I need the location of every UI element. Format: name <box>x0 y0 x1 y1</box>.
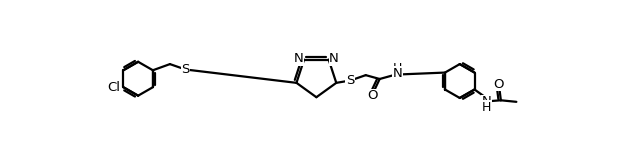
Text: Cl: Cl <box>107 81 120 94</box>
Text: S: S <box>181 63 189 76</box>
Text: H: H <box>482 101 492 114</box>
Text: H: H <box>393 62 402 75</box>
Text: O: O <box>367 89 378 102</box>
Text: S: S <box>346 74 355 87</box>
Text: N: N <box>329 52 339 65</box>
Text: N: N <box>392 67 403 80</box>
Text: N: N <box>482 95 492 108</box>
Text: N: N <box>294 52 303 65</box>
Text: O: O <box>493 78 504 91</box>
